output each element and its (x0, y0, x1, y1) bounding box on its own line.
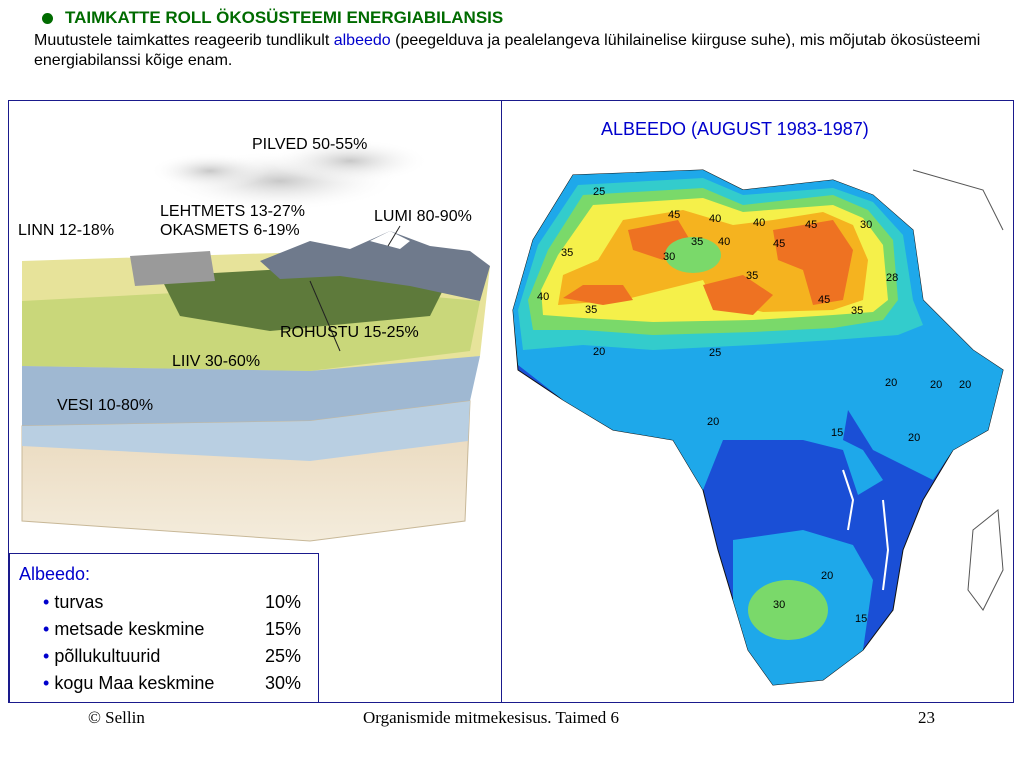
africa-albedo-map: 25 45 40 40 45 30 35 30 35 40 45 35 28 4… (512, 169, 1004, 686)
legend-item: • metsade keskmine 15% (43, 619, 313, 640)
intro-text: Muutustele taimkattes reageerib tundliku… (34, 31, 1014, 71)
albedo-legend: Albeedo: • turvas 10% • metsade keskmine… (9, 553, 319, 703)
contour-label: 40 (537, 291, 549, 303)
contour-label: 20 (908, 432, 920, 444)
slide-title: TAIMKATTE ROLL ÖKOSÜSTEEMI ENERGIABILANS… (65, 8, 504, 27)
legend-item: • turvas 10% (43, 592, 313, 613)
map-zone-30-pocket (665, 237, 721, 273)
contour-label: 25 (709, 347, 721, 359)
label-coniferous-forest: OKASMETS 6-19% (160, 222, 300, 239)
legend-item-value: 25% (265, 646, 302, 666)
contour-label: 35 (585, 304, 597, 316)
content-frame (8, 100, 1014, 703)
map-zone-45-east (773, 220, 853, 305)
footer-copyright: © Sellin (88, 708, 145, 727)
bullet-icon: • (43, 646, 50, 666)
map-river-lines (842, 469, 890, 591)
map-madagascar-outline (967, 509, 1004, 611)
label-deciduous-forest: LEHTMETS 13-27% (160, 203, 305, 220)
footer-page-number: 23 (918, 708, 935, 727)
snow-pointer-line (387, 225, 401, 247)
legend-item-value: 30% (265, 673, 302, 693)
map-arabia-outline (912, 169, 1004, 231)
slide-header: TAIMKATTE ROLL ÖKOSÜSTEEMI ENERGIABILANS… (34, 8, 1014, 71)
contour-label: 35 (851, 305, 863, 317)
contour-label: 30 (663, 251, 675, 263)
contour-label: 40 (709, 213, 721, 225)
map-zone-45-west (563, 285, 633, 305)
cloud-cover (150, 139, 430, 211)
contour-label: 45 (773, 238, 785, 250)
map-zone-45-center (703, 275, 773, 315)
label-water: VESI 10-80% (57, 397, 154, 414)
contour-label: 15 (855, 613, 867, 625)
mountain-range (260, 231, 490, 301)
legend-item-value: 15% (265, 619, 302, 639)
contour-label: 30 (773, 599, 785, 611)
albedo-term: albeedo (333, 32, 391, 49)
city-zone (130, 251, 215, 286)
contour-label: 35 (691, 236, 703, 248)
contour-label: 20 (593, 346, 605, 358)
contour-label: 45 (818, 294, 830, 306)
contour-label: 15 (831, 427, 843, 439)
label-city: LINN 12-18% (18, 222, 115, 239)
bullet-icon: • (43, 673, 50, 693)
label-snow: LUMI 80-90% (374, 208, 472, 225)
contour-label: 35 (561, 247, 573, 259)
map-zone-30-south-pocket (748, 580, 828, 640)
contour-label: 40 (753, 217, 765, 229)
block-front-water (22, 401, 470, 461)
bullet-icon (42, 12, 53, 24)
legend-item: • põllukultuurid 25% (43, 646, 313, 667)
title-row: TAIMKATTE ROLL ÖKOSÜSTEEMI ENERGIABILANS… (34, 8, 1014, 28)
intro-part2: (peegelduva ja pealelangeva lühilainelis… (34, 32, 981, 69)
contour-label: 45 (805, 219, 817, 231)
forest-zone (160, 266, 450, 331)
frame-divider (501, 100, 502, 703)
contour-label: 20 (707, 416, 719, 428)
label-clouds: PILVED 50-55% (252, 136, 368, 153)
landscape-diagram (21, 139, 490, 542)
bullet-icon: • (43, 619, 50, 639)
label-sand: LIIV 30-60% (172, 353, 261, 370)
contour-label: 20 (959, 379, 971, 391)
contour-label: 30 (860, 219, 872, 231)
contour-label: 28 (886, 272, 898, 284)
legend-item-value: 10% (265, 592, 302, 612)
legend-item-name: kogu Maa keskmine (54, 673, 215, 693)
contour-labels: 25 45 40 40 45 30 35 30 35 40 45 35 28 4… (537, 186, 971, 625)
legend-item-name: turvas (54, 592, 104, 612)
contour-label: 20 (930, 379, 942, 391)
intro-part1: Muutustele taimkattes reageerib tundliku… (34, 32, 334, 49)
map-title: ALBEEDO (AUGUST 1983-1987) (601, 119, 869, 139)
forest-pointer-line (309, 280, 341, 352)
legend-title: Albeedo: (19, 564, 91, 584)
legend-item: • kogu Maa keskmine 30% (43, 673, 313, 694)
water-zone (22, 356, 480, 426)
contour-label: 20 (885, 377, 897, 389)
bullet-icon: • (43, 592, 50, 612)
legend-item-name: metsade keskmine (54, 619, 205, 639)
contour-label: 25 (593, 186, 605, 198)
footer-course-title: Organismide mitmekesisus. Taimed 6 (363, 708, 619, 727)
contour-label: 35 (746, 270, 758, 282)
snow-caps (370, 231, 410, 249)
contour-label: 20 (821, 570, 833, 582)
label-grassland: ROHUSTU 15-25% (280, 324, 419, 341)
legend-item-name: põllukultuurid (54, 646, 161, 666)
contour-label: 45 (668, 209, 680, 221)
contour-label: 40 (718, 236, 730, 248)
